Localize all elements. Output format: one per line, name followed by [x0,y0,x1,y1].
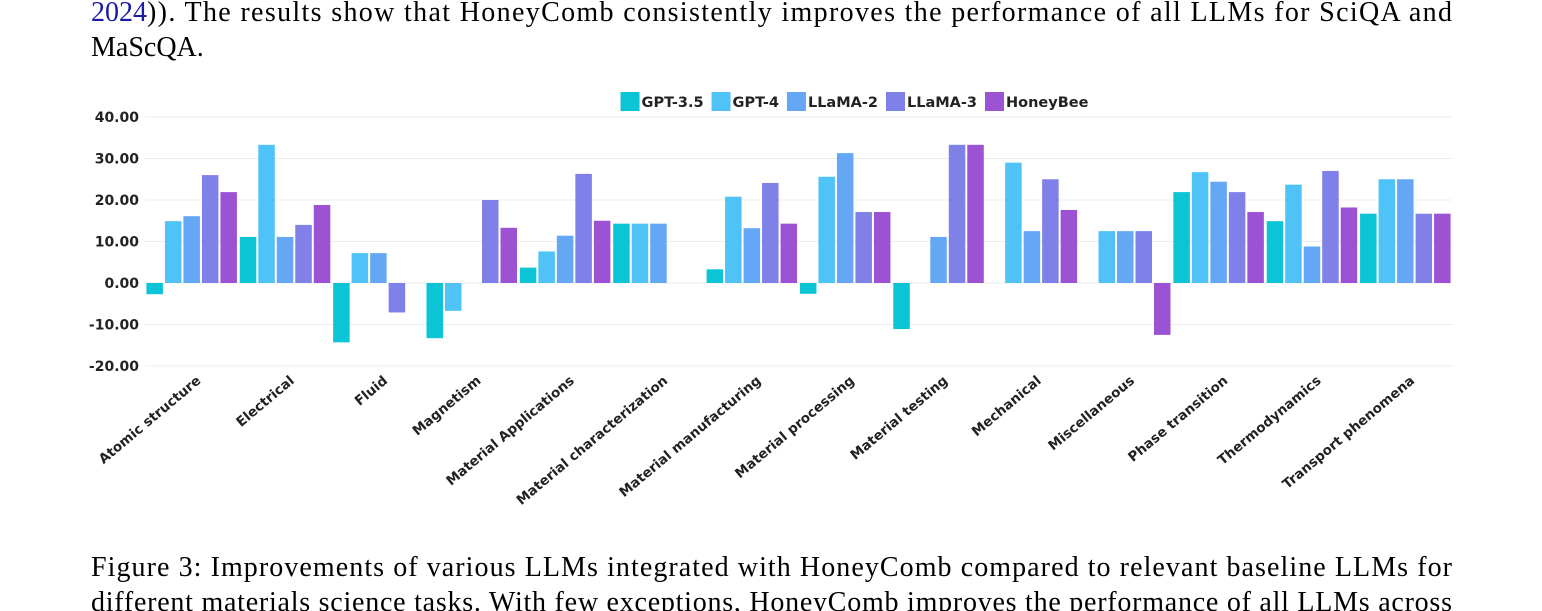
bar [1397,179,1414,283]
bar [762,182,779,283]
bar [725,196,742,283]
bar [351,253,369,283]
bar [593,220,611,283]
bar [930,236,947,283]
bar [575,173,592,283]
bar [631,223,649,283]
x-tick-label: Magnetism [410,373,485,439]
bar [239,236,257,283]
bar [201,175,219,283]
y-tick-label: 30.00 [95,152,140,168]
bar [1154,283,1171,335]
x-tick-label: Mechanical [969,373,1045,440]
y-tick-label: -10.00 [89,318,139,334]
bar [258,144,275,283]
bar [388,283,406,313]
bar [146,283,163,295]
bar [313,204,331,283]
legend-swatch [885,92,905,111]
legend-label: LLaMA-3 [907,95,977,111]
bar [482,200,499,283]
y-tick-label: 40.00 [95,110,140,126]
bar [1042,179,1059,283]
y-tick-label: -20.00 [89,359,139,375]
x-tick-label: Material testing [847,373,951,464]
bar [1266,221,1284,283]
y-tick-label: 0.00 [104,276,139,292]
x-tick-label: Miscellaneous [1045,373,1137,454]
bar [1247,212,1264,283]
bar [967,144,984,283]
bar [556,235,574,283]
legend-label: GPT-3.5 [642,95,704,111]
legend-label: HoneyBee [1006,95,1089,111]
legend-label: GPT-4 [733,95,779,111]
bar [1360,213,1377,283]
y-tick-label: 10.00 [95,235,140,251]
bar [1023,231,1041,283]
bar [519,267,537,283]
y-tick-label: 20.00 [95,193,140,209]
x-tick-label: Thermodynamics [1215,373,1325,469]
legend-swatch [711,92,731,111]
caption-line: Figure 3: Improvements of various LLMs i… [91,552,1453,583]
bar [295,224,312,283]
bar [780,223,798,283]
bar [948,144,966,283]
legend-label: LLaMA-2 [808,95,878,111]
caption-line: different materials science tasks. With … [91,587,1452,611]
bar [1434,213,1451,283]
chart: -20.00 -10.00 0.00 10.00 20.00 30.00 40.00 Atom… [89,92,1452,509]
bar [743,228,761,283]
bar [1173,192,1190,283]
x-tick-label: Electrical [233,373,297,431]
x-tick-label: Atomic structure [96,373,205,468]
legend-swatch [786,92,806,111]
bar [799,283,817,294]
bar [164,221,182,283]
bar [500,227,517,283]
x-tick-label: Material characterization [514,373,672,509]
x-tick-label: Phase transition [1125,373,1231,466]
bar [893,283,910,330]
bar [836,153,854,283]
legend-swatch [620,92,640,111]
bar [1378,179,1396,283]
paragraph-line: )). The results show that HoneyComb cons… [147,0,1452,28]
paragraph-line: MaScQA. [91,32,204,63]
bar [183,216,200,283]
bar [873,212,891,283]
bar [1098,231,1115,283]
bar [1285,184,1302,283]
bar [1117,231,1134,283]
bar [1303,246,1321,283]
bar [855,212,872,283]
bar [1340,207,1358,283]
bar [1210,181,1227,283]
bar [426,283,443,339]
bar [1228,192,1246,283]
bar [538,251,555,283]
x-tick-label: Fluid [352,373,391,410]
bar [1415,213,1433,283]
bar [706,269,724,283]
bar [333,283,350,343]
bar [276,236,294,283]
bar [1135,231,1152,283]
bar [220,192,237,283]
bar [1005,162,1022,283]
bar [1060,209,1078,283]
bar [370,253,387,283]
bar [650,223,667,283]
bar [818,176,835,283]
bar [445,283,462,311]
bar [613,223,630,283]
bar [1191,172,1209,283]
bar [1322,170,1339,283]
citation-link[interactable]: 2024 [91,0,147,28]
legend-swatch [985,92,1005,111]
